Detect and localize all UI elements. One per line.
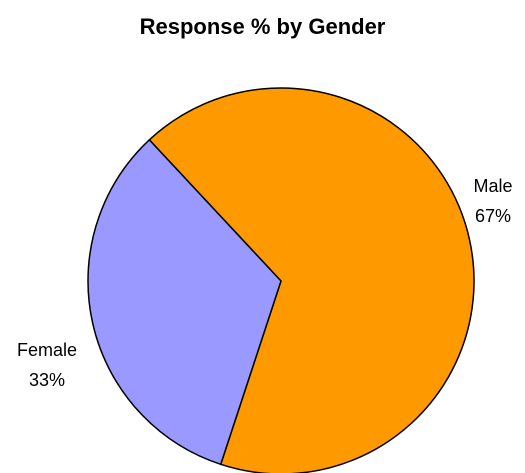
- pie-slice-female: [87, 139, 282, 466]
- slice-value-female: 33%: [29, 370, 65, 390]
- chart-title: Response % by Gender: [139, 14, 386, 39]
- slice-label-female: Female: [17, 340, 77, 360]
- slice-label-male: Male: [473, 176, 512, 196]
- pie-slice-male: [148, 87, 475, 473]
- slice-value-male: 67%: [475, 206, 511, 226]
